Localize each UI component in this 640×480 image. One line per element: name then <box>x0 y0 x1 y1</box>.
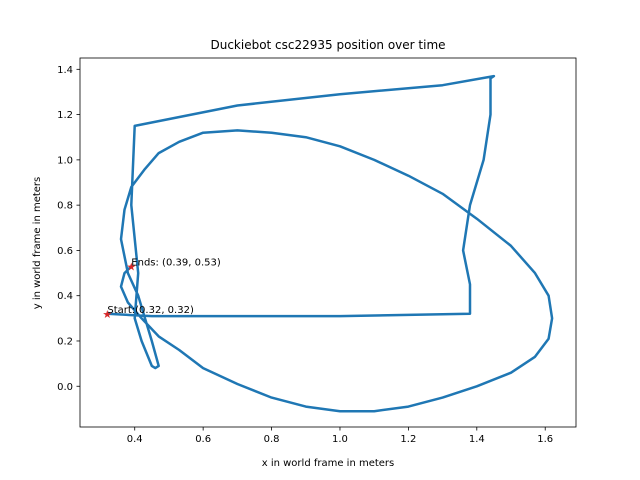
chart-title: Duckiebot csc22935 position over time <box>210 38 445 52</box>
y-tick-label: 1.4 <box>57 65 73 76</box>
x-tick-label: 1.4 <box>469 434 485 445</box>
position-trajectory <box>106 74 554 413</box>
y-tick-label: 0.8 <box>57 201 73 212</box>
y-tick-label: 1.0 <box>57 155 73 166</box>
y-tick-label: 1.2 <box>57 110 73 121</box>
x-tick-label: 0.8 <box>264 434 280 445</box>
y-tick-label: 0.6 <box>57 246 73 257</box>
start-annotation: Start:(0.32, 0.32) <box>107 305 194 316</box>
end-marker: ★ <box>126 260 136 273</box>
x-tick-label: 1.6 <box>537 434 553 445</box>
plot-frame <box>79 57 577 428</box>
end-annotation: Ends: (0.39, 0.53) <box>131 257 221 268</box>
marker-group: ★Ends: (0.39, 0.53)★Start:(0.32, 0.32) <box>102 257 220 321</box>
x-axis: 0.4 0.6 0.8 1.0 1.2 1.4 1.6 <box>127 427 553 445</box>
y-axis-label: y in world frame in meters <box>32 177 43 310</box>
y-axis: 0.0 0.2 0.4 0.6 0.8 1.0 1.2 1.4 <box>57 65 80 393</box>
x-tick-label: 0.4 <box>127 434 143 445</box>
x-tick-label: 0.6 <box>195 434 211 445</box>
y-tick-label: 0.2 <box>57 336 73 347</box>
x-tick-label: 1.2 <box>400 434 416 445</box>
x-axis-label: x in world frame in meters <box>262 458 395 469</box>
y-tick-label: 0.0 <box>57 382 73 393</box>
start-marker: ★ <box>102 308 112 321</box>
x-tick-label: 1.0 <box>332 434 348 445</box>
y-tick-label: 0.4 <box>57 291 73 302</box>
